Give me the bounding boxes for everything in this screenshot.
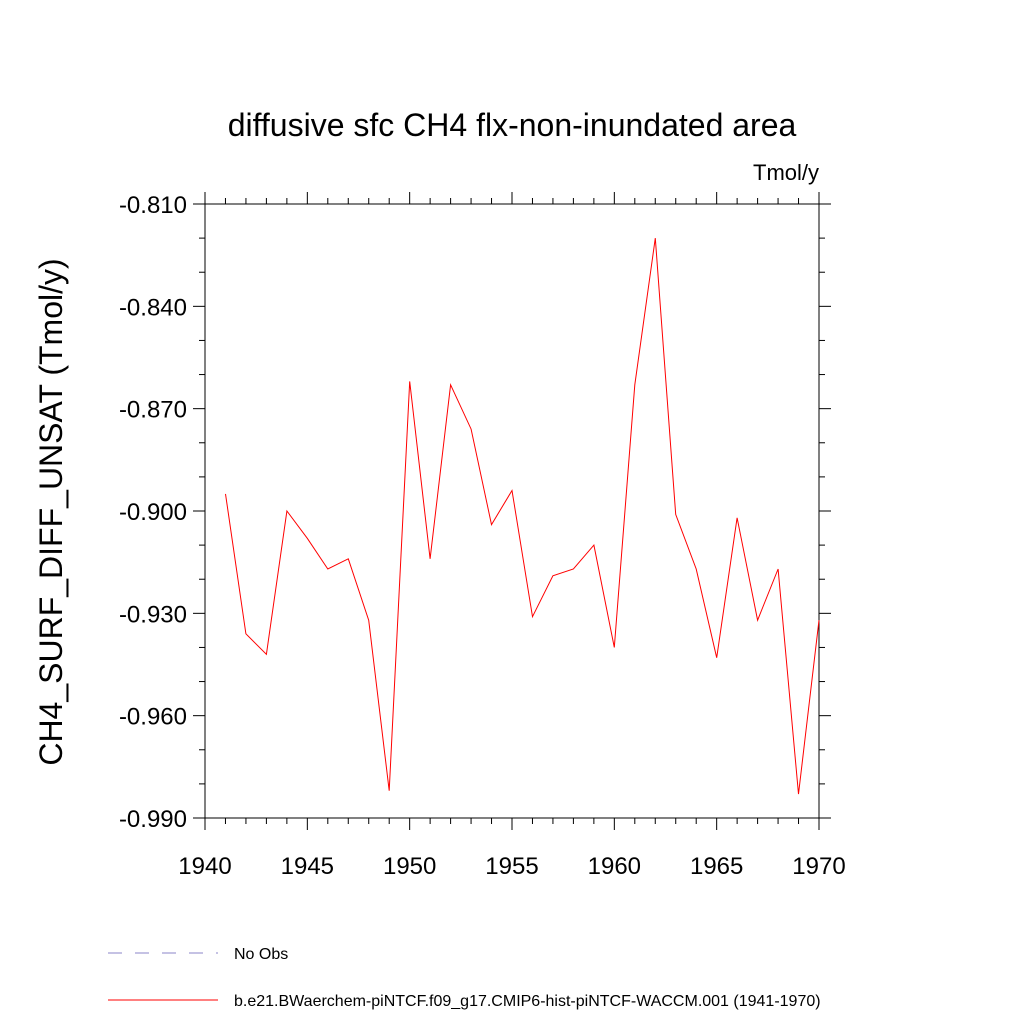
y-tick-label: -0.810: [119, 192, 187, 219]
x-tick-label: 1955: [485, 853, 538, 880]
y-axis: -0.810 -0.840 -0.870 -0.900 -0.930 -0.960 -0.9…: [119, 192, 831, 833]
y-axis-label: CH4_SURF_DIFF_UNSAT (Tmol/y): [33, 258, 69, 765]
series-layer: [225, 238, 820, 795]
x-tick-label: 1970: [792, 853, 845, 880]
series-line-0: [225, 238, 820, 795]
legend-label-model: b.e21.BWaerchem-piNTCF.f09_g17.CMIP6-his…: [234, 993, 821, 1010]
y-tick-label: -0.990: [119, 806, 187, 833]
units-label: Tmol/y: [753, 160, 819, 185]
x-tick-label: 1960: [588, 853, 641, 880]
chart-title: diffusive sfc CH4 flx-non-inundated area: [228, 107, 797, 143]
x-axis: 1940 1945 1950 1955 1960 1965 1970: [178, 192, 846, 880]
y-tick-label: -0.930: [119, 601, 187, 628]
y-tick-label: -0.870: [119, 397, 187, 424]
x-tick-label: 1965: [690, 853, 743, 880]
y-tick-label: -0.840: [119, 294, 187, 321]
legend: No Obs b.e21.BWaerchem-piNTCF.f09_g17.CM…: [108, 946, 821, 1010]
y-tick-label: -0.900: [119, 499, 187, 526]
y-tick-label: -0.960: [119, 704, 187, 731]
x-tick-label: 1945: [281, 853, 334, 880]
x-tick-label: 1950: [383, 853, 436, 880]
plot-frame: [204, 203, 820, 819]
x-tick-label: 1940: [178, 853, 231, 880]
legend-label-no-obs: No Obs: [234, 946, 288, 963]
